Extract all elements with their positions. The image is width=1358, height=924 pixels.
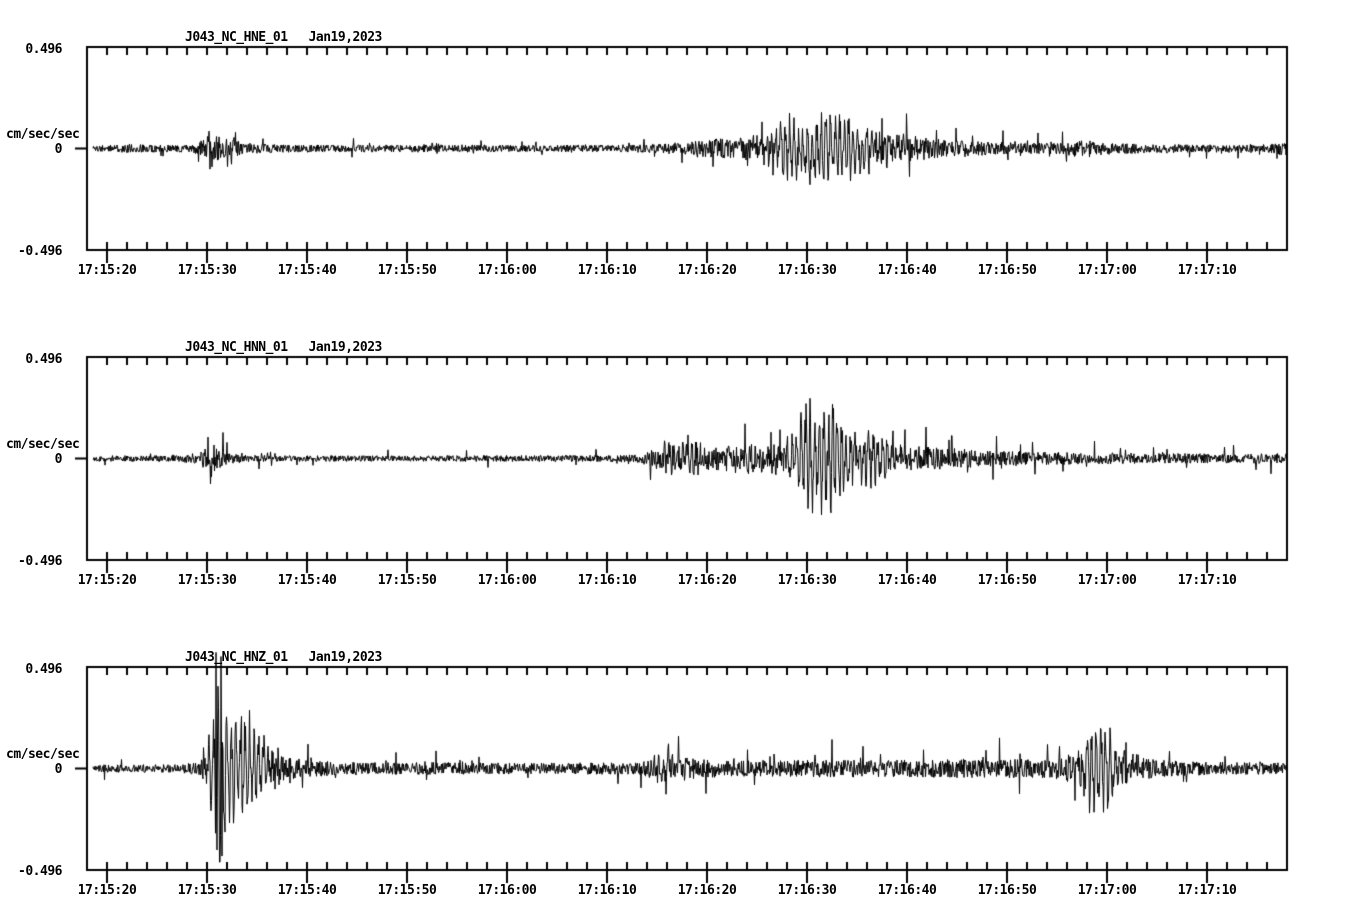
x-tick-label: 17:16:20 bbox=[677, 263, 737, 278]
trace-title-station: J043_NC_HNZ_01 bbox=[185, 650, 288, 665]
x-tick-label: 17:15:20 bbox=[77, 263, 137, 278]
trace-title: J043_NC_HNE_01 Jan19,2023 bbox=[185, 30, 382, 45]
x-tick-label: 17:16:00 bbox=[477, 883, 537, 898]
x-tick-label: 17:16:40 bbox=[877, 263, 937, 278]
y-tick-label-max: 0.496 bbox=[25, 352, 62, 367]
x-tick-label: 17:17:00 bbox=[1077, 573, 1137, 588]
x-tick-label: 17:16:00 bbox=[477, 263, 537, 278]
x-tick-label: 17:16:50 bbox=[977, 883, 1037, 898]
x-tick-label: 17:16:40 bbox=[877, 573, 937, 588]
x-tick-label: 17:15:20 bbox=[77, 883, 137, 898]
x-tick-label: 17:17:10 bbox=[1177, 573, 1237, 588]
y-tick-label-min: -0.496 bbox=[18, 244, 62, 259]
x-tick-label: 17:16:10 bbox=[577, 883, 637, 898]
x-tick-label: 17:15:40 bbox=[277, 263, 337, 278]
x-tick-label: 17:16:30 bbox=[777, 573, 837, 588]
x-tick-label: 17:15:40 bbox=[277, 573, 337, 588]
y-axis-unit-label: cm/sec/sec bbox=[6, 127, 80, 142]
trace-title-date: Jan19,2023 bbox=[308, 650, 383, 665]
trace-title: J043_NC_HNZ_01 Jan19,2023 bbox=[185, 650, 382, 665]
x-tick-label: 17:16:10 bbox=[577, 573, 637, 588]
x-tick-label: 17:15:50 bbox=[377, 573, 437, 588]
y-tick-label-zero: 0 bbox=[54, 142, 63, 157]
x-tick-label: 17:16:30 bbox=[777, 883, 837, 898]
trace-title-station: J043_NC_HNE_01 bbox=[185, 30, 288, 45]
trace-title: J043_NC_HNN_01 Jan19,2023 bbox=[185, 340, 382, 355]
x-tick-label: 17:16:50 bbox=[977, 263, 1037, 278]
x-tick-label: 17:16:20 bbox=[677, 883, 737, 898]
x-tick-label: 17:15:20 bbox=[77, 573, 137, 588]
x-tick-label: 17:16:00 bbox=[477, 573, 537, 588]
trace-title-station: J043_NC_HNN_01 bbox=[185, 340, 288, 355]
x-tick-label: 17:16:10 bbox=[577, 263, 637, 278]
x-tick-label: 17:17:00 bbox=[1077, 263, 1137, 278]
y-tick-label-max: 0.496 bbox=[25, 662, 62, 677]
x-tick-label: 17:17:00 bbox=[1077, 883, 1137, 898]
x-tick-label: 17:15:30 bbox=[177, 883, 237, 898]
x-tick-label: 17:17:10 bbox=[1177, 263, 1237, 278]
y-axis-unit-label: cm/sec/sec bbox=[6, 747, 80, 762]
trace-title-date: Jan19,2023 bbox=[308, 30, 383, 45]
x-tick-label: 17:16:40 bbox=[877, 883, 937, 898]
x-tick-label: 17:15:40 bbox=[277, 883, 337, 898]
x-tick-label: 17:16:50 bbox=[977, 573, 1037, 588]
x-tick-label: 17:15:30 bbox=[177, 573, 237, 588]
y-tick-label-min: -0.496 bbox=[18, 864, 62, 879]
x-tick-label: 17:15:30 bbox=[177, 263, 237, 278]
x-tick-label: 17:17:10 bbox=[1177, 883, 1237, 898]
y-tick-label-min: -0.496 bbox=[18, 554, 62, 569]
y-tick-label-zero: 0 bbox=[54, 762, 63, 777]
y-tick-label-zero: 0 bbox=[54, 452, 63, 467]
y-tick-label-max: 0.496 bbox=[25, 42, 62, 57]
x-tick-label: 17:16:20 bbox=[677, 573, 737, 588]
x-tick-label: 17:16:30 bbox=[777, 263, 837, 278]
y-axis-unit-label: cm/sec/sec bbox=[6, 437, 80, 452]
x-tick-label: 17:15:50 bbox=[377, 883, 437, 898]
trace-title-date: Jan19,2023 bbox=[308, 340, 383, 355]
x-tick-label: 17:15:50 bbox=[377, 263, 437, 278]
